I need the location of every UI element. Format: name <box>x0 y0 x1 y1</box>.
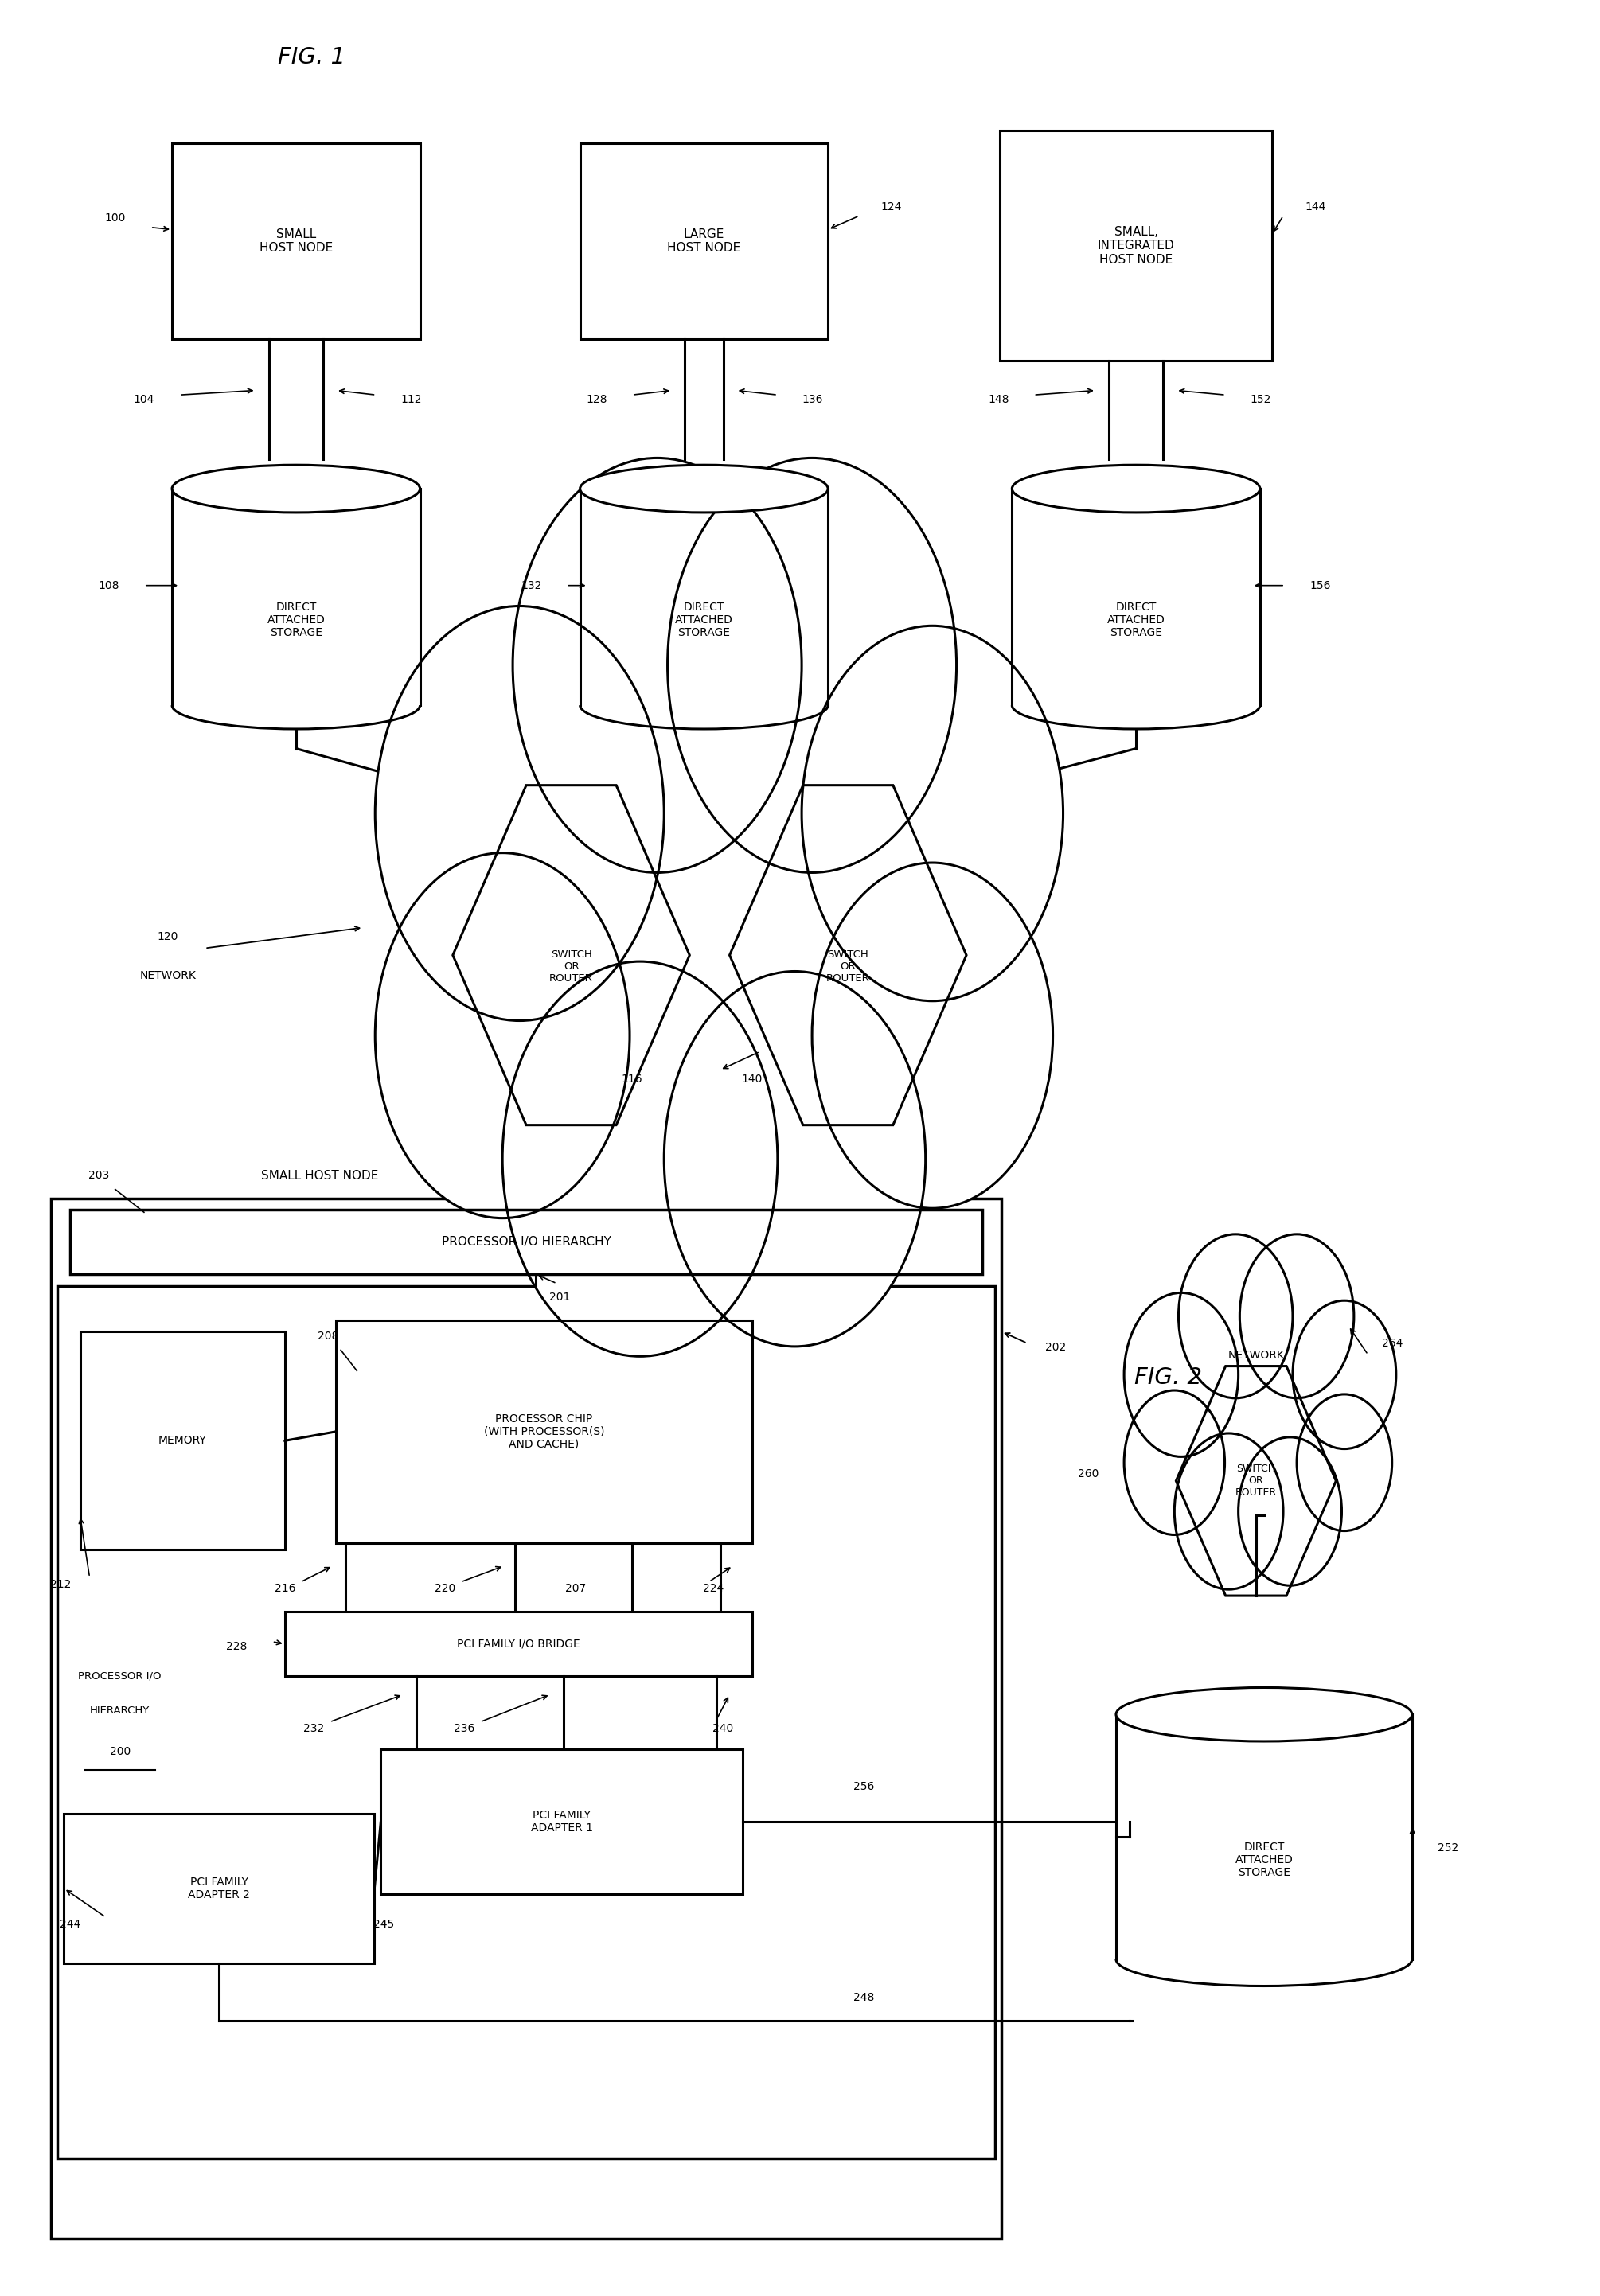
Text: 124: 124 <box>880 202 902 211</box>
Bar <box>1000 131 1272 360</box>
Text: 256: 256 <box>853 1782 875 1791</box>
Circle shape <box>571 739 846 1134</box>
Text: 140: 140 <box>741 1075 763 1084</box>
Text: 201: 201 <box>549 1293 571 1302</box>
Bar <box>70 1210 982 1274</box>
Circle shape <box>1202 1345 1310 1502</box>
Text: 120: 120 <box>157 932 179 941</box>
Circle shape <box>1238 1437 1342 1587</box>
Text: 220: 220 <box>434 1584 456 1593</box>
Circle shape <box>374 852 630 1219</box>
Circle shape <box>1179 1235 1293 1398</box>
Text: PROCESSOR CHIP
(WITH PROCESSOR(S)
AND CACHE): PROCESSOR CHIP (WITH PROCESSOR(S) AND CA… <box>483 1412 605 1451</box>
Circle shape <box>1125 1391 1224 1534</box>
Ellipse shape <box>173 464 419 512</box>
Text: 144: 144 <box>1304 202 1326 211</box>
Text: DIRECT
ATTACHED
STORAGE: DIRECT ATTACHED STORAGE <box>1107 602 1165 638</box>
Circle shape <box>664 971 925 1345</box>
Text: 264: 264 <box>1381 1339 1403 1348</box>
Bar <box>80 1332 285 1550</box>
Bar <box>581 145 829 340</box>
Text: LARGE
HOST NODE: LARGE HOST NODE <box>667 227 741 255</box>
Circle shape <box>1298 1394 1392 1531</box>
Bar <box>173 489 421 705</box>
Text: SMALL,
INTEGRATED
HOST NODE: SMALL, INTEGRATED HOST NODE <box>1098 225 1174 266</box>
Text: 156: 156 <box>1309 581 1331 590</box>
Text: 100: 100 <box>104 214 126 223</box>
Bar <box>336 1320 752 1543</box>
Text: DIRECT
ATTACHED
STORAGE: DIRECT ATTACHED STORAGE <box>675 602 733 638</box>
Text: 240: 240 <box>712 1724 734 1733</box>
Bar <box>173 145 421 340</box>
Text: 228: 228 <box>226 1642 248 1651</box>
Ellipse shape <box>581 464 829 512</box>
Text: 136: 136 <box>802 395 824 404</box>
Circle shape <box>374 606 664 1022</box>
Circle shape <box>811 863 1053 1208</box>
Text: FIG. 2: FIG. 2 <box>1134 1366 1202 1389</box>
Text: NETWORK: NETWORK <box>1227 1350 1285 1362</box>
Text: 132: 132 <box>520 581 542 590</box>
Text: DIRECT
ATTACHED
STORAGE: DIRECT ATTACHED STORAGE <box>1235 1841 1293 1878</box>
Text: 236: 236 <box>453 1724 475 1733</box>
Text: SWITCH
OR
ROUTER: SWITCH OR ROUTER <box>826 951 870 983</box>
Text: MEMORY: MEMORY <box>158 1435 206 1446</box>
Bar <box>1011 489 1261 705</box>
Text: 248: 248 <box>853 1993 875 2002</box>
Text: PCI FAMILY
ADAPTER 2: PCI FAMILY ADAPTER 2 <box>189 1876 250 1901</box>
Text: 260: 260 <box>1077 1469 1099 1479</box>
Text: SWITCH
OR
ROUTER: SWITCH OR ROUTER <box>1235 1465 1277 1497</box>
Text: 232: 232 <box>302 1724 325 1733</box>
Text: HIERARCHY: HIERARCHY <box>90 1706 150 1715</box>
Bar <box>58 1286 995 2158</box>
Circle shape <box>802 627 1062 1001</box>
Text: NETWORK: NETWORK <box>139 971 197 980</box>
Text: 148: 148 <box>987 395 1010 404</box>
Circle shape <box>512 457 802 872</box>
Text: 208: 208 <box>317 1332 339 1341</box>
Text: 152: 152 <box>1250 395 1272 404</box>
Circle shape <box>667 457 957 872</box>
Circle shape <box>1125 1293 1238 1456</box>
Text: 216: 216 <box>274 1584 296 1593</box>
Text: 245: 245 <box>373 1919 395 1929</box>
Text: DIRECT
ATTACHED
STORAGE: DIRECT ATTACHED STORAGE <box>267 602 325 638</box>
Text: 128: 128 <box>586 395 608 404</box>
Bar <box>51 1199 1002 2239</box>
Ellipse shape <box>1011 464 1261 512</box>
Text: 224: 224 <box>702 1584 725 1593</box>
Circle shape <box>1174 1433 1283 1589</box>
Text: 244: 244 <box>59 1919 82 1929</box>
Bar <box>581 489 829 705</box>
Bar <box>285 1612 752 1676</box>
Text: 108: 108 <box>98 581 120 590</box>
Text: PCI FAMILY
ADAPTER 1: PCI FAMILY ADAPTER 1 <box>531 1809 592 1835</box>
Text: SWITCH
OR
ROUTER: SWITCH OR ROUTER <box>549 951 594 983</box>
Text: SMALL
HOST NODE: SMALL HOST NODE <box>259 227 333 255</box>
Text: 116: 116 <box>621 1075 643 1084</box>
Text: 207: 207 <box>565 1584 587 1593</box>
Text: 200: 200 <box>109 1747 131 1756</box>
Circle shape <box>502 962 778 1357</box>
Text: 202: 202 <box>1045 1343 1067 1352</box>
Text: SMALL HOST NODE: SMALL HOST NODE <box>261 1169 379 1182</box>
Text: PCI FAMILY I/O BRIDGE: PCI FAMILY I/O BRIDGE <box>458 1639 579 1649</box>
Text: 104: 104 <box>133 395 155 404</box>
Text: PROCESSOR I/O: PROCESSOR I/O <box>78 1671 162 1681</box>
Bar <box>1117 1715 1413 1958</box>
Text: FIG. 1: FIG. 1 <box>278 46 346 69</box>
Circle shape <box>1293 1300 1397 1449</box>
Ellipse shape <box>1117 1688 1413 1740</box>
Bar <box>381 1750 742 1894</box>
Text: PROCESSOR I/O HIERARCHY: PROCESSOR I/O HIERARCHY <box>442 1235 611 1249</box>
Text: 112: 112 <box>400 395 422 404</box>
Text: 203: 203 <box>88 1171 110 1180</box>
Bar <box>64 1814 374 1963</box>
Circle shape <box>1240 1235 1354 1398</box>
Text: 252: 252 <box>1437 1844 1459 1853</box>
Text: 212: 212 <box>50 1580 72 1589</box>
